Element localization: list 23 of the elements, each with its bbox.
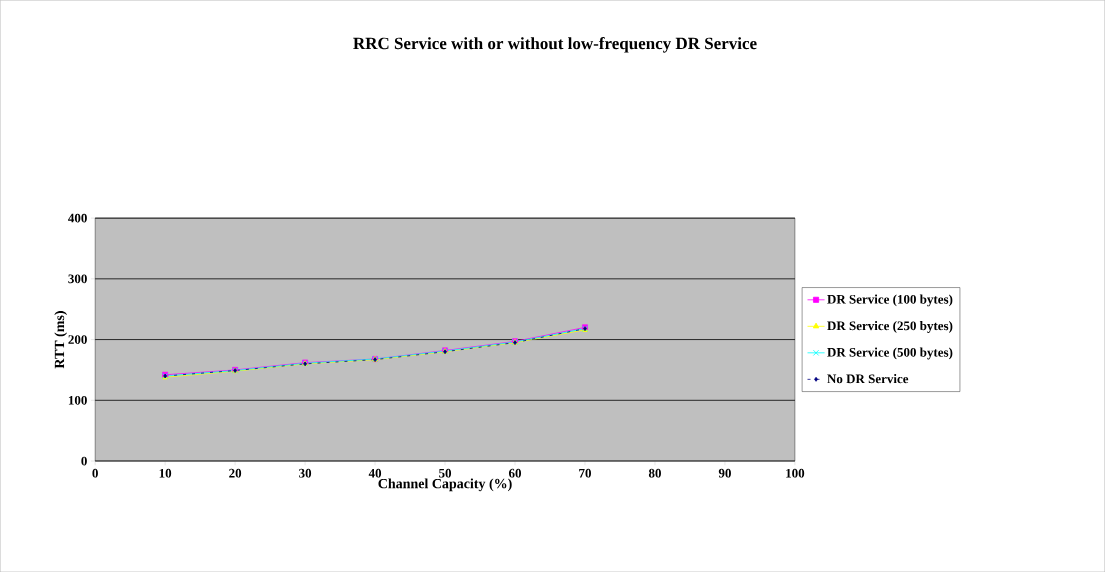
x-tick-label: 40 [368,468,382,478]
legend-label: No DR Service [827,373,909,384]
x-tick-label: 50 [439,468,452,478]
y-tick-label: 300 [68,274,87,284]
x-axis-title: Channel Capacity (%) [378,478,512,492]
x-tick-label: 90 [718,468,731,478]
x-tick-label: 0 [92,468,98,478]
legend-label: DR Service (250 bytes) [827,320,953,333]
x-tick-label: 70 [579,468,591,478]
legend-label: DR Service (500 bytes) [827,347,953,360]
y-tick-label: 200 [68,335,87,344]
chart-title: RRC Service with or without low-frequency DR Service [353,36,757,53]
x-tick-label: 60 [508,468,522,478]
x-tick-label: 30 [299,468,312,478]
y-axis-title: RTT (ms) [54,311,68,369]
legend-label: DR Service (100 bytes) [827,294,953,307]
x-tick-label: 100 [786,468,805,478]
x-tick-label: 80 [648,468,661,478]
y-tick-label: 100 [68,395,87,405]
x-tick-label: 20 [229,468,242,478]
y-tick-label: 400 [68,213,87,223]
x-tick-label: 10 [159,468,172,478]
y-tick-label: 0 [81,456,87,466]
